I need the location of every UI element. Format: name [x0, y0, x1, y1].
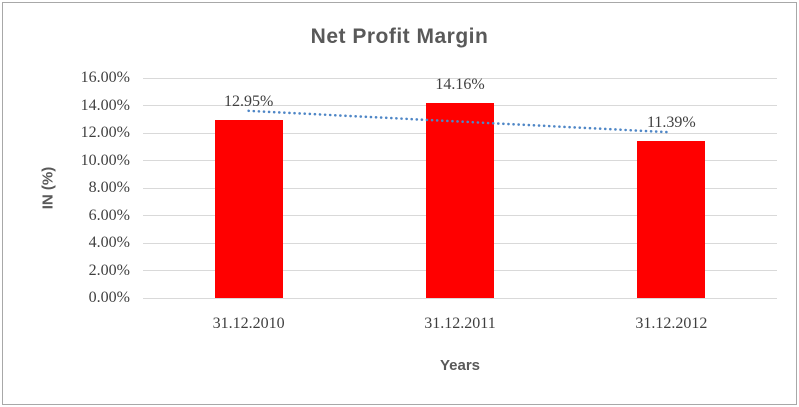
y-tick-label: 16.00% [80, 69, 130, 86]
gridline [143, 215, 777, 216]
bar-data-label: 12.95% [223, 92, 274, 110]
x-tick-label: 31.12.2011 [424, 315, 496, 332]
chart-title: Net Profit Margin [310, 25, 489, 48]
trendline-layer [247, 109, 673, 134]
gridline [143, 270, 777, 271]
bar-data-label: 11.39% [646, 114, 696, 132]
gridline [143, 77, 777, 79]
y-axis-title: IN (%) [39, 166, 57, 210]
bar [214, 119, 283, 298]
y-axis-tick-labels: 16.00% 14.00% 12.00% 10.00% 8.00% 6.00% 4.00% 2… [3, 3, 796, 404]
y-tick-label: 0.00% [88, 289, 130, 306]
gridline [143, 160, 777, 161]
y-tick-label: 10.00% [80, 151, 130, 169]
bar-data-label: 14.16% [435, 76, 485, 94]
y-tick-label: 8.00% [88, 179, 130, 196]
x-tick-label: 31.12.2012 [635, 315, 708, 332]
y-tick-label: 4.00% [88, 234, 130, 251]
bar [426, 103, 494, 298]
gridline [143, 187, 777, 189]
gridline [143, 132, 777, 134]
bar [637, 141, 706, 298]
y-tick-label: 14.00% [80, 96, 130, 114]
gridline [143, 242, 777, 244]
gridline [143, 297, 777, 299]
x-axis-title: Years [439, 357, 481, 374]
gridline [143, 105, 777, 106]
y-tick-label: 6.00% [88, 206, 130, 224]
x-axis-tick-labels: 31.12.2010 31.12.2011 31.12.2012 [3, 3, 796, 404]
trendline [247, 109, 673, 134]
y-tick-label: 2.00% [88, 261, 130, 279]
bars-layer [3, 3, 796, 404]
y-tick-label: 12.00% [80, 124, 130, 141]
gridlines-layer [3, 3, 796, 404]
data-labels-layer: 12.95% 14.16% 11.39% [3, 3, 796, 404]
x-tick-label: 31.12.2010 [212, 315, 285, 332]
